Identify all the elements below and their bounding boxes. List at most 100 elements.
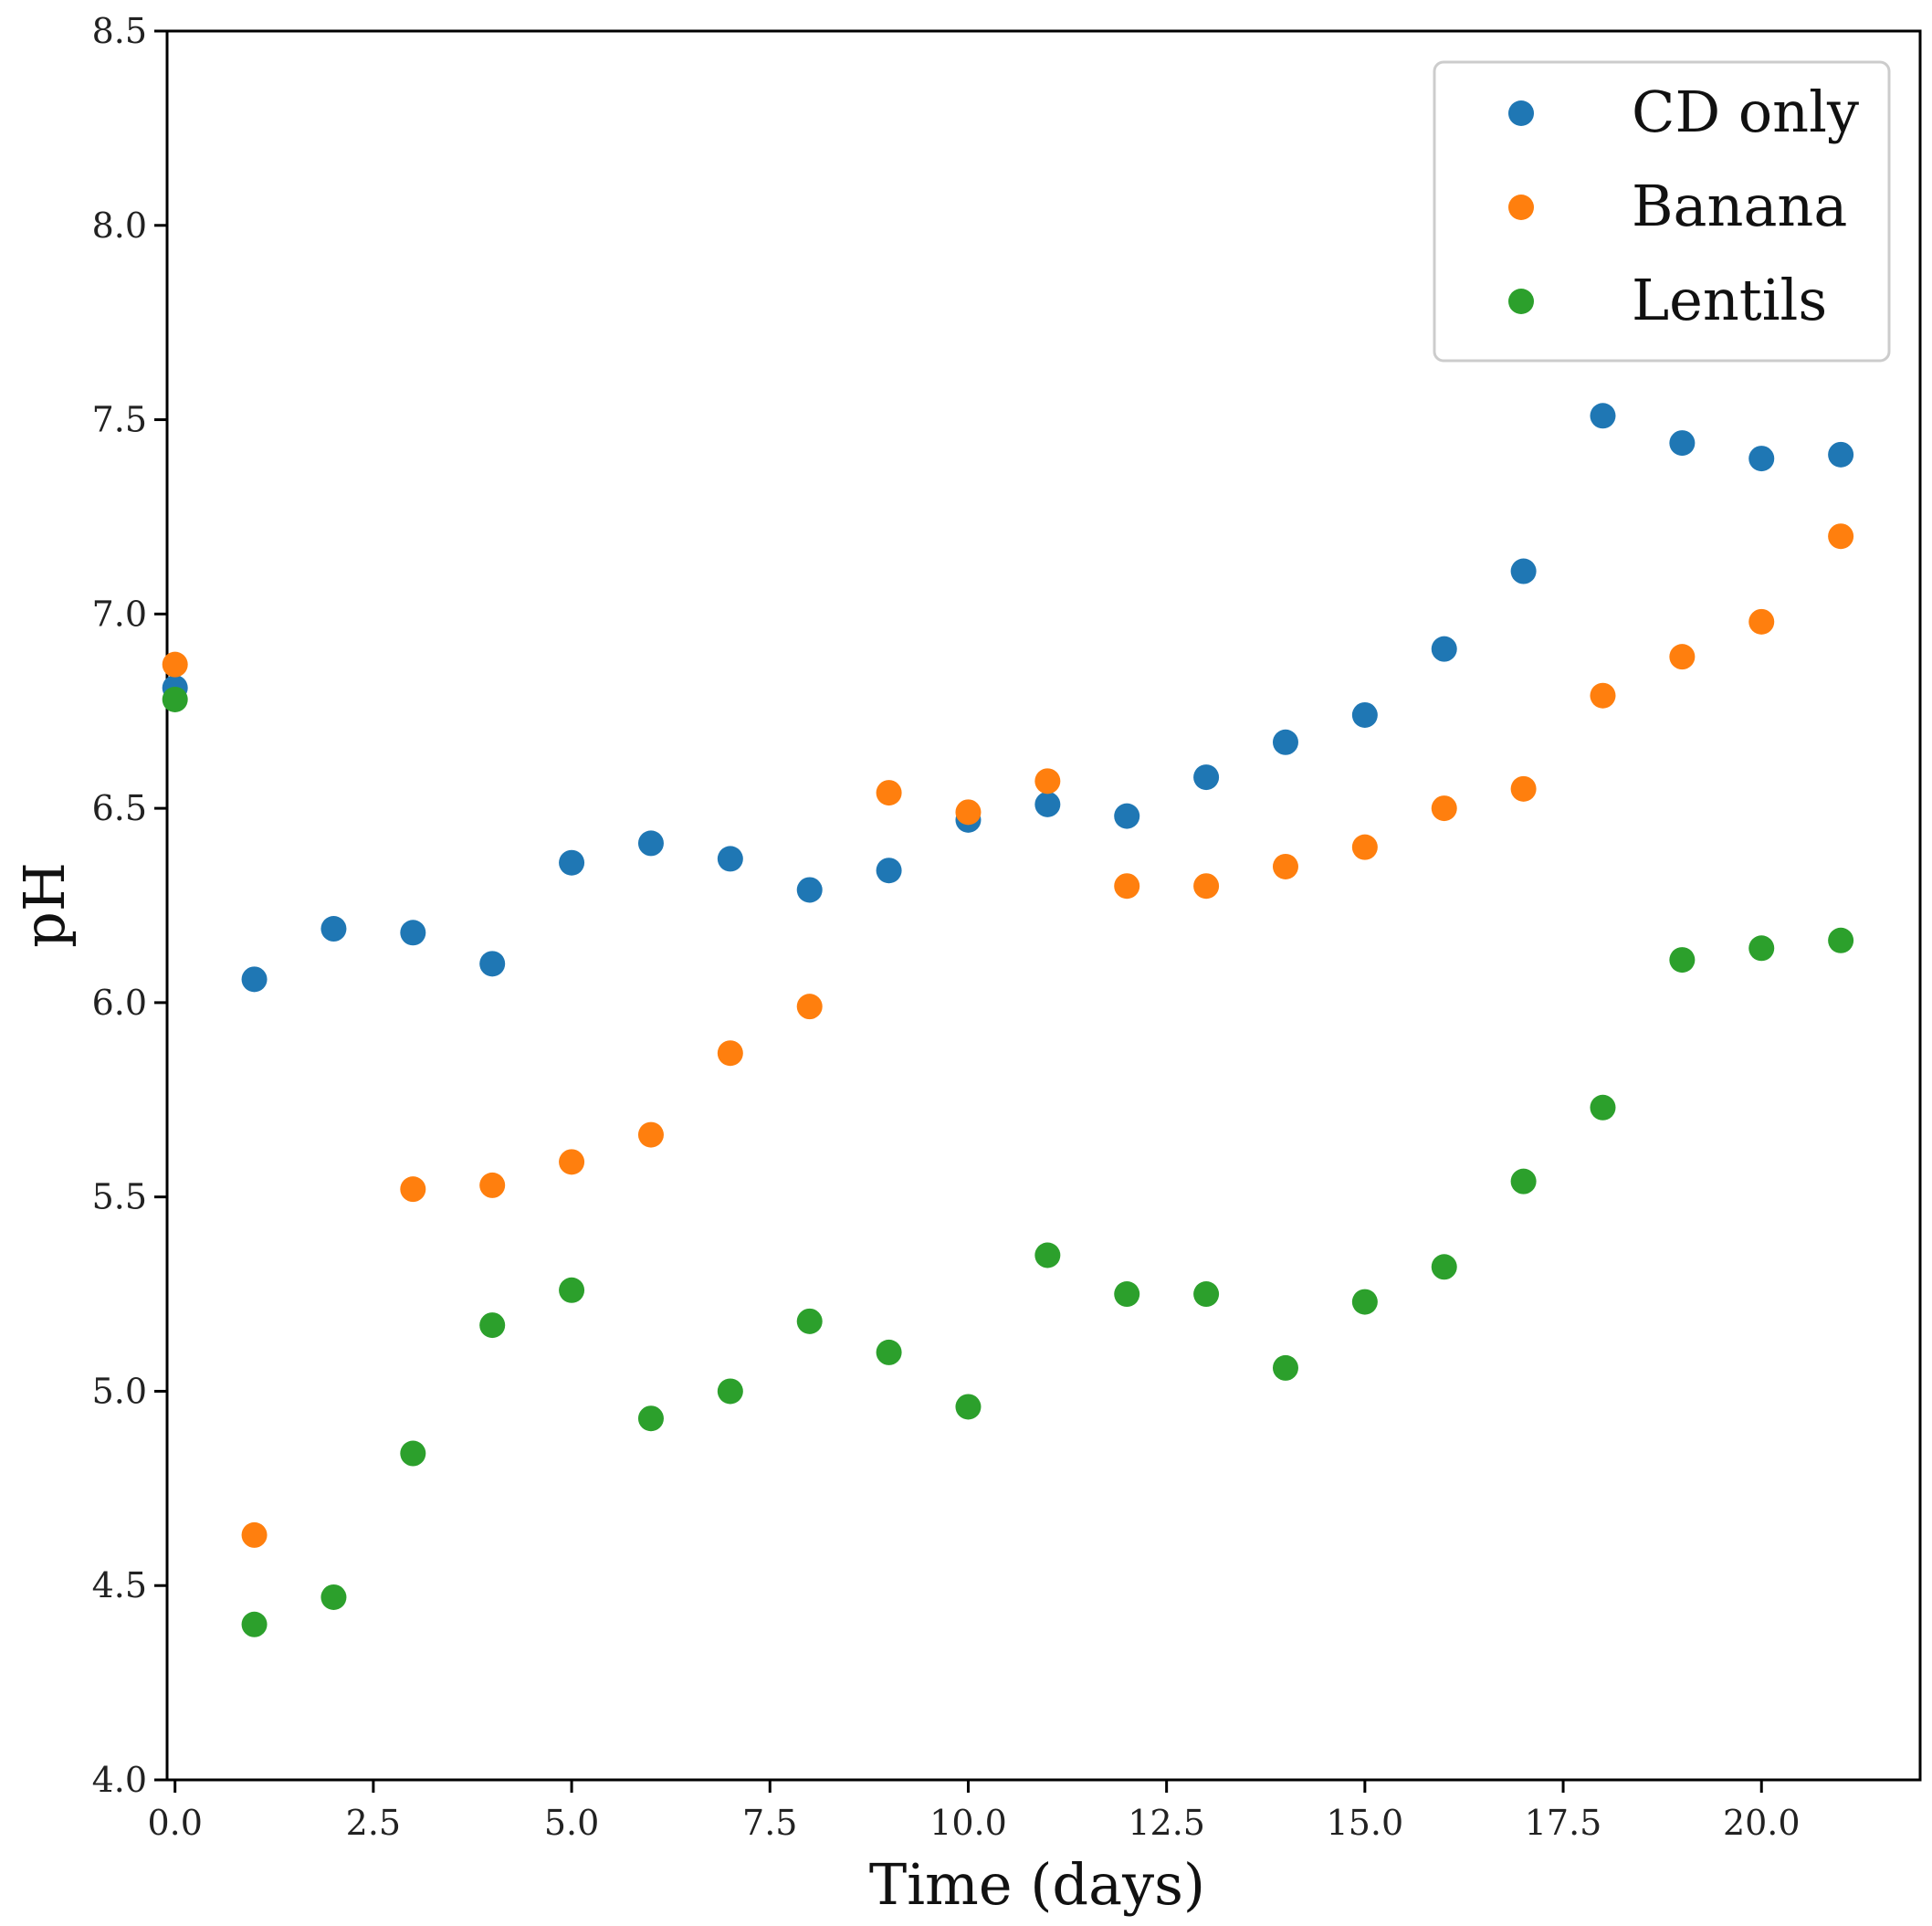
data-point bbox=[1669, 947, 1696, 974]
y-tick-label: 8.5 bbox=[92, 11, 147, 51]
data-point bbox=[1510, 1168, 1537, 1195]
data-point bbox=[479, 1312, 506, 1339]
x-tick-label: 7.5 bbox=[742, 1803, 797, 1843]
data-point bbox=[955, 1394, 982, 1420]
x-tick-label: 10.0 bbox=[929, 1803, 1007, 1843]
data-point bbox=[1272, 729, 1298, 755]
x-axis: 0.0 2.5 5.0 7.5 10.0 12.5 15.0 17.5 20.0 bbox=[147, 1780, 1801, 1843]
data-point bbox=[400, 1440, 426, 1467]
y-tick-label: 6.5 bbox=[92, 788, 147, 828]
data-point bbox=[1828, 523, 1854, 550]
data-point bbox=[1828, 927, 1854, 953]
data-point bbox=[1748, 935, 1775, 962]
y-tick-label: 5.0 bbox=[92, 1371, 147, 1411]
legend-marker bbox=[1508, 289, 1534, 314]
x-tick-label: 0.0 bbox=[147, 1803, 202, 1843]
data-point bbox=[1114, 803, 1140, 829]
data-point bbox=[1431, 636, 1457, 662]
legend-marker bbox=[1508, 195, 1534, 220]
data-point bbox=[637, 830, 664, 857]
y-tick-label: 5.5 bbox=[92, 1177, 147, 1217]
x-tick-label: 5.0 bbox=[544, 1803, 599, 1843]
data-point bbox=[400, 920, 426, 946]
data-point bbox=[1828, 441, 1854, 468]
data-point bbox=[400, 1176, 426, 1203]
y-tick-label: 6.0 bbox=[92, 983, 147, 1023]
data-point bbox=[796, 877, 823, 903]
data-point bbox=[1590, 403, 1616, 429]
series-cd-only bbox=[162, 403, 1854, 993]
x-tick-label: 2.5 bbox=[346, 1803, 401, 1843]
y-tick-label: 7.5 bbox=[92, 400, 147, 440]
y-tick-label: 4.0 bbox=[92, 1760, 147, 1800]
y-tick-label: 4.5 bbox=[92, 1565, 147, 1605]
data-point bbox=[1590, 1094, 1616, 1121]
legend-box bbox=[1433, 60, 1891, 363]
data-point bbox=[1431, 1254, 1457, 1280]
data-point bbox=[162, 651, 188, 678]
data-point bbox=[637, 1405, 664, 1432]
data-point bbox=[162, 686, 188, 712]
y-tick-label: 8.0 bbox=[92, 205, 147, 246]
data-point bbox=[559, 1149, 585, 1175]
x-tick-label: 12.5 bbox=[1128, 1803, 1205, 1843]
data-point bbox=[1748, 608, 1775, 635]
y-axis-label: pH bbox=[11, 862, 78, 948]
data-point bbox=[1510, 775, 1537, 802]
data-point bbox=[1034, 791, 1061, 817]
y-axis: 4.0 4.5 5.0 5.5 6.0 6.5 7.0 7.5 8.0 8.5 bbox=[92, 11, 167, 1800]
data-point bbox=[1351, 701, 1378, 728]
data-point bbox=[241, 1521, 268, 1548]
series-banana bbox=[162, 523, 1854, 1548]
data-point bbox=[876, 1339, 902, 1365]
data-point bbox=[559, 1277, 585, 1303]
data-point bbox=[241, 966, 268, 993]
series-lentils bbox=[162, 686, 1854, 1637]
data-point bbox=[1114, 873, 1140, 900]
data-point bbox=[1748, 446, 1775, 472]
data-point bbox=[637, 1121, 664, 1148]
data-point bbox=[320, 1584, 347, 1610]
data-point bbox=[1272, 853, 1298, 879]
data-point bbox=[955, 799, 982, 826]
x-tick-label: 17.5 bbox=[1525, 1803, 1602, 1843]
data-point bbox=[1034, 768, 1061, 795]
data-point bbox=[320, 916, 347, 942]
data-point bbox=[1193, 764, 1220, 791]
data-point bbox=[1431, 795, 1457, 822]
data-point bbox=[1510, 558, 1537, 584]
data-point bbox=[1193, 873, 1220, 900]
data-point bbox=[1590, 682, 1616, 709]
data-point bbox=[479, 1172, 506, 1198]
legend-label: Lentils bbox=[1632, 267, 1827, 333]
legend-marker bbox=[1508, 100, 1534, 126]
data-point bbox=[559, 849, 585, 876]
data-point bbox=[1351, 1289, 1378, 1315]
plot-area-frame bbox=[165, 29, 1922, 1782]
legend-label: Banana bbox=[1632, 173, 1847, 239]
data-point bbox=[1669, 644, 1696, 670]
legend: CD only Banana Lentils bbox=[1433, 60, 1891, 363]
x-axis-label: Time (days) bbox=[869, 1851, 1205, 1918]
data-point bbox=[1193, 1281, 1220, 1308]
data-point bbox=[1034, 1242, 1061, 1268]
data-point bbox=[796, 1308, 823, 1334]
x-tick-label: 20.0 bbox=[1723, 1803, 1801, 1843]
data-point bbox=[717, 846, 743, 872]
data-point bbox=[1272, 1354, 1298, 1381]
data-point bbox=[241, 1611, 268, 1637]
y-tick-label: 7.0 bbox=[92, 594, 147, 634]
data-point bbox=[717, 1378, 743, 1405]
data-point bbox=[876, 858, 902, 884]
data-point bbox=[796, 994, 823, 1020]
data-point bbox=[479, 951, 506, 977]
x-tick-label: 15.0 bbox=[1327, 1803, 1404, 1843]
legend-label: CD only bbox=[1632, 79, 1859, 145]
data-point bbox=[1669, 430, 1696, 457]
data-point bbox=[1351, 834, 1378, 860]
data-points bbox=[162, 403, 1854, 1637]
data-point bbox=[1114, 1281, 1140, 1308]
data-point bbox=[717, 1040, 743, 1067]
data-point bbox=[876, 780, 902, 806]
